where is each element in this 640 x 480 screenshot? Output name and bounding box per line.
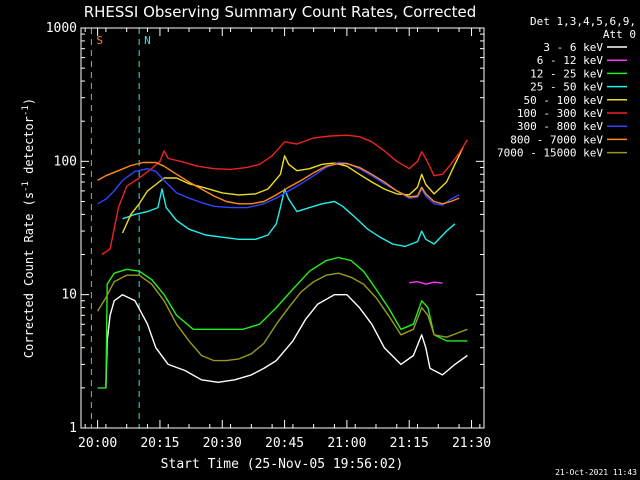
series-line-1 bbox=[409, 281, 443, 285]
legend-label-0: 3 - 6 keV bbox=[543, 41, 603, 54]
legend-label-5: 100 - 300 keV bbox=[517, 107, 603, 120]
marker-label-s: S bbox=[96, 34, 103, 47]
y-tick-label-2: 100 bbox=[54, 154, 77, 169]
series-line-7 bbox=[97, 161, 460, 205]
series-group bbox=[97, 134, 468, 389]
x-tick-label-0: 20:00 bbox=[78, 436, 117, 451]
legend-label-8: 7000 - 15000 keV bbox=[497, 147, 603, 160]
x-tick-label-1: 20:15 bbox=[140, 436, 179, 451]
legend-label-1: 6 - 12 keV bbox=[537, 54, 604, 67]
legend-label-3: 25 - 50 keV bbox=[530, 81, 603, 94]
series-line-2 bbox=[97, 256, 468, 389]
series-line-0 bbox=[105, 294, 468, 388]
y-tick-label-3: 1000 bbox=[46, 21, 77, 36]
series-line-4 bbox=[121, 146, 464, 234]
series-line-3 bbox=[122, 188, 456, 248]
x-tick-label-4: 21:00 bbox=[327, 436, 366, 451]
y-axis-label-main: Corrected Count Rate (s bbox=[22, 192, 36, 358]
x-tick-label-2: 20:30 bbox=[203, 436, 242, 451]
chart-title: RHESSI Observing Summary Count Rates, Co… bbox=[84, 3, 477, 21]
series-line-5 bbox=[101, 134, 468, 256]
y-tick-label-0: 1 bbox=[69, 421, 77, 436]
legend-header-2: Att 0 bbox=[603, 28, 636, 41]
y-axis-label: Corrected Count Rate (s-1 detector-1) bbox=[21, 98, 36, 358]
y-axis-label-mid: detector bbox=[22, 116, 36, 181]
legend-label-4: 50 - 100 keV bbox=[524, 94, 604, 107]
y-axis-label-end: ) bbox=[22, 98, 36, 105]
plot-frame bbox=[80, 27, 485, 429]
x-tick-label-5: 21:15 bbox=[390, 436, 429, 451]
x-axis-label: Start Time (25-Nov-05 19:56:02) bbox=[161, 457, 404, 472]
x-axis: 20:00 20:15 20:30 20:45 21:00 21:15 21:30 bbox=[78, 28, 491, 451]
y-tick-label-1: 10 bbox=[61, 288, 77, 303]
marker-label-n: N bbox=[144, 34, 151, 47]
legend-label-7: 800 - 7000 keV bbox=[510, 133, 603, 146]
legend-label-2: 12 - 25 keV bbox=[530, 67, 603, 80]
x-tick-label-6: 21:30 bbox=[452, 436, 491, 451]
x-tick-label-3: 20:45 bbox=[265, 436, 304, 451]
legend-header-1: Det 1,3,4,5,6,9, bbox=[530, 15, 636, 28]
y-axis-label-exp1: -1 bbox=[21, 181, 31, 192]
legend-label-6: 300 - 800 keV bbox=[517, 120, 603, 133]
y-axis: 1 10 100 1000 bbox=[46, 21, 484, 436]
series-line-8 bbox=[97, 272, 468, 362]
timestamp: 21-Oct-2021 11:43 bbox=[555, 468, 637, 477]
y-axis-label-exp2: -1 bbox=[21, 105, 31, 116]
